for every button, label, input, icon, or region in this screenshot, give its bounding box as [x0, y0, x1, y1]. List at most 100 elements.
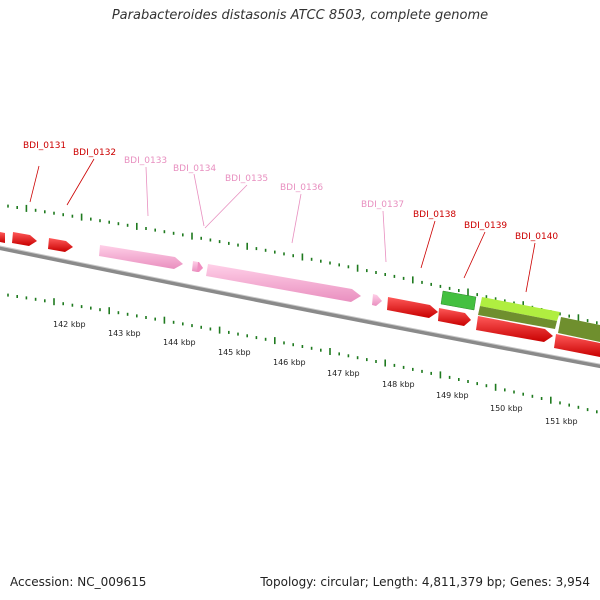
upper-scale-track	[7, 204, 598, 325]
scale-tick-minor	[90, 306, 92, 310]
scale-tick-major	[136, 222, 138, 230]
gene-arrow-pink[interactable]	[197, 262, 203, 272]
scale-tick-minor	[7, 204, 9, 208]
gene-box-green[interactable]	[440, 290, 477, 311]
scale-tick-minor	[384, 273, 386, 276]
gene-arrow-red[interactable]	[0, 232, 5, 243]
scale-tick-minor	[218, 240, 221, 244]
scale-tick-minor	[25, 296, 28, 300]
scale-tick-minor	[145, 227, 147, 230]
scale-tick-minor	[228, 241, 230, 245]
scale-tick-minor	[596, 410, 598, 414]
gene-arrow-pink[interactable]	[99, 245, 183, 269]
gene-label-bdi_0138[interactable]: BDI_0138	[413, 210, 456, 220]
scale-tick-minor	[182, 322, 184, 326]
gene-arrow-pink[interactable]	[372, 294, 382, 306]
genome-backbone	[0, 246, 600, 369]
scale-tick-minor	[264, 337, 267, 341]
gene-label-bdi_0139[interactable]: BDI_0139	[464, 221, 507, 231]
scale-tick-minor	[458, 378, 460, 381]
scale-tick-minor	[467, 380, 469, 383]
scale-tick-major	[25, 204, 28, 212]
gene-label-bdi_0135[interactable]: BDI_0135	[225, 174, 268, 184]
gene-box-lime[interactable]	[480, 297, 560, 321]
scale-tick-minor	[522, 392, 524, 396]
gene-arrow-red[interactable]	[476, 316, 553, 342]
scale-tick-minor	[90, 217, 92, 221]
scale-tick-minor	[117, 311, 120, 315]
lower-scale-track	[7, 293, 598, 414]
scale-tick-major	[384, 359, 386, 367]
gene-arrow-red[interactable]	[554, 334, 600, 357]
scale-tick-minor	[559, 401, 561, 405]
gene-label-bdi_0140[interactable]: BDI_0140	[515, 232, 558, 242]
scale-tick-minor	[209, 238, 212, 242]
scale-tick-minor	[108, 220, 110, 224]
scale-tick-minor	[448, 375, 451, 379]
scale-tick-minor	[458, 289, 460, 292]
gene-label-bdi_0132[interactable]: BDI_0132	[73, 148, 116, 158]
gene-box-olive[interactable]	[478, 306, 557, 329]
scale-tick-minor	[154, 228, 156, 232]
scale-tick-minor	[393, 274, 396, 278]
scale-tick-minor	[44, 299, 46, 303]
scale-tick-minor	[375, 360, 377, 363]
topology-text: Topology: circular; Length: 4,811,379 bp…	[260, 575, 590, 589]
scale-tick-major	[80, 213, 83, 221]
scale-tick-minor	[301, 345, 304, 348]
scale-tick-minor	[586, 408, 589, 412]
scale-tick-minor	[62, 213, 64, 217]
gene-arrow-red[interactable]	[12, 232, 37, 246]
scale-tick-minor	[421, 280, 423, 284]
scale-tick-minor	[264, 248, 267, 252]
gene-label-bdi_0133[interactable]: BDI_0133	[124, 156, 167, 166]
scale-tick-major	[218, 326, 221, 334]
gene-label-bdi_0131[interactable]: BDI_0131	[23, 141, 66, 151]
map-title: Parabacteroides distasonis ATCC 8503, co…	[111, 8, 489, 23]
gene-label-bdi_0137[interactable]: BDI_0137	[361, 200, 404, 210]
scale-tick-minor	[347, 265, 350, 269]
scale-tick-minor	[448, 286, 451, 290]
scale-tick-major	[163, 316, 166, 324]
scale-tick-minor	[145, 316, 147, 319]
scale-label: 148 kbp	[382, 380, 415, 389]
scale-tick-minor	[338, 263, 340, 267]
gene-arrow-pink[interactable]	[206, 264, 361, 302]
gene-arrow-red[interactable]	[48, 238, 73, 252]
scale-tick-minor	[228, 330, 230, 334]
scale-tick-minor	[531, 394, 534, 398]
scale-tick-minor	[154, 317, 156, 321]
scale-tick-minor	[366, 358, 368, 362]
scale-tick-minor	[485, 384, 488, 388]
scale-tick-minor	[172, 320, 175, 324]
gene-arrow-red[interactable]	[438, 308, 471, 326]
scale-tick-major	[329, 348, 331, 355]
scale-tick-minor	[292, 254, 294, 258]
scale-tick-minor	[126, 223, 129, 227]
gene-label-leaders	[29, 158, 536, 293]
gene-features	[0, 232, 600, 357]
gene-label-bdi_0134[interactable]: BDI_0134	[173, 164, 216, 174]
scale-tick-minor	[320, 259, 322, 263]
scale-tick-minor	[375, 271, 377, 274]
scale-tick-major	[494, 383, 497, 391]
scale-tick-minor	[540, 397, 543, 400]
scale-tick-minor	[494, 297, 497, 301]
scale-tick-minor	[237, 332, 239, 336]
scale-tick-minor	[53, 211, 55, 215]
scale-tick-minor	[504, 388, 506, 392]
scale-label: 145 kbp	[218, 348, 251, 357]
gene-box-olive[interactable]	[558, 317, 600, 342]
scale-tick-minor	[126, 312, 129, 316]
scale-tick-minor	[200, 236, 202, 240]
scale-tick-minor	[568, 314, 570, 318]
gene-label-bdi_0136[interactable]: BDI_0136	[280, 183, 323, 193]
gene-arrow-red[interactable]	[387, 297, 438, 318]
scale-tick-minor	[393, 363, 396, 367]
scale-tick-minor	[44, 210, 46, 214]
gene-labels: BDI_0131 BDI_0132 BDI_0133 BDI_0134 BDI_0135…	[23, 141, 558, 242]
scale-tick-minor	[237, 243, 239, 247]
scale-tick-minor	[310, 257, 313, 261]
scale-tick-minor	[513, 390, 515, 394]
